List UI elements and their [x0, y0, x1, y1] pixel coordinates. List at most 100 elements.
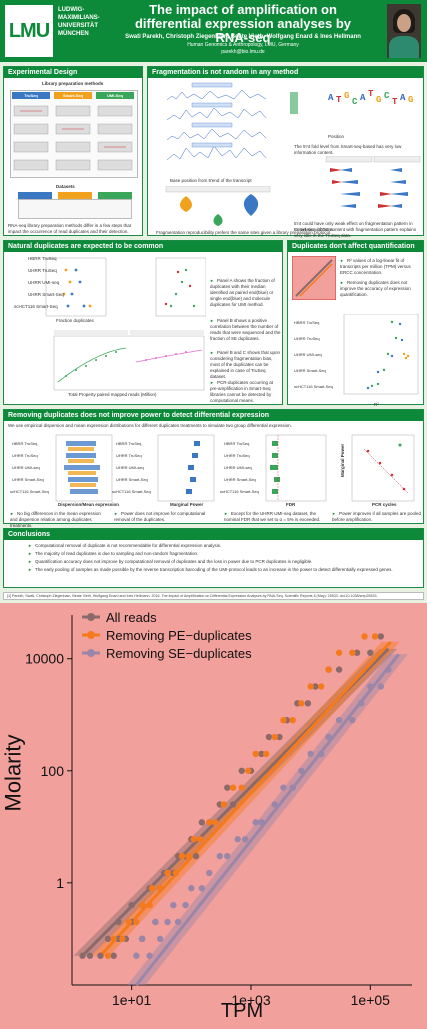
legend-label: Removing SE−duplicates: [106, 646, 252, 661]
tpm-molarity-chart: 1 100 10000 1e+01 1e+03 1e+05 TPM All reads Remo…: [0, 603, 427, 1029]
svg-text:UHRR Smart-Seq: UHRR Smart-Seq: [12, 477, 44, 482]
svg-text:UHRR TruSeq: UHRR TruSeq: [294, 336, 320, 341]
data-point: [211, 819, 219, 826]
y-tick-label: 10000: [25, 651, 64, 667]
reference-bar: [1] Parekh, Swati, Christoph Ziegenhain,…: [3, 592, 424, 600]
data-point: [224, 852, 231, 860]
data-point: [86, 952, 94, 959]
data-point: [133, 918, 140, 926]
data-point: [110, 952, 117, 959]
svg-text:UHRR UMI-seq: UHRR UMI-seq: [12, 465, 40, 470]
email-link[interactable]: parekh@bio.lmu.de: [221, 49, 265, 55]
svg-text:HBRR TruSeq: HBRR TruSeq: [116, 441, 141, 446]
poster-title: The impact of amplification on different…: [134, 2, 352, 45]
data-point: [198, 885, 206, 892]
data-point: [335, 716, 343, 724]
data-point: [280, 784, 287, 791]
affiliation-text: Human Genomics & Anthropology, LMU, Germ…: [187, 42, 299, 48]
svg-text:UHRR UMI-seq: UHRR UMI-seq: [116, 465, 144, 470]
data-point: [164, 918, 171, 926]
svg-text:T: T: [392, 97, 398, 107]
x-axis-label: TPM: [221, 1000, 263, 1022]
power-plots: HBRR TruSeq UHRR TruSeq UHRR UMI-seq UHRR S…: [10, 434, 415, 502]
removing-duplicates-panel: Removing duplicates does not improve pow…: [3, 409, 424, 528]
data-point: [238, 784, 245, 791]
data-point: [229, 801, 237, 808]
svg-text:scHCT116 Smart-Seq: scHCT116 Smart-Seq: [294, 384, 333, 389]
data-point: [125, 918, 133, 926]
natural-duplicates-panel: Natural duplicates are expected to be co…: [3, 240, 283, 405]
data-point: [349, 716, 356, 724]
svg-text:A: A: [360, 93, 366, 103]
axis-label: PCR cycles: [372, 502, 397, 507]
data-point: [198, 819, 206, 826]
section-caption: RNA-seq library preparation methods diff…: [8, 223, 131, 234]
chart-background: [0, 603, 427, 1029]
data-point: [325, 666, 332, 673]
data-point: [271, 733, 278, 741]
dataset-label: HBRR TruSeq: [28, 256, 57, 261]
data-point: [307, 750, 314, 758]
data-point: [128, 901, 135, 909]
svg-text:C: C: [384, 91, 390, 101]
fragmentation-note: 5'nt could have only weak effect on frag…: [294, 221, 413, 232]
section-title: Removing duplicates does not improve pow…: [4, 410, 423, 421]
x-tick-label: 1e+03: [231, 992, 271, 1008]
quantification-thumbnail: [292, 256, 336, 300]
axis-label: Total Property paired mapped reads (Mill…: [68, 392, 157, 397]
axis-label: Dispersion/Mean expression: [58, 502, 120, 507]
fragmentation-panel: Fragmentation is not random in any metho…: [147, 66, 424, 238]
x-tick-label: 1e+05: [351, 992, 391, 1008]
data-point: [317, 750, 325, 758]
legend-key-point: [87, 649, 95, 657]
data-point: [263, 750, 270, 758]
poster-header: LMU LUDWIG- MAXIMILIANS- UNIVERSITÄT MÜN…: [0, 0, 427, 62]
data-point: [104, 935, 112, 943]
data-point: [258, 819, 265, 826]
section-title: Natural duplicates are expected to be co…: [4, 241, 282, 252]
axis-label: Position: [328, 134, 345, 139]
poster-thumbnail: LMU LUDWIG- MAXIMILIANS- UNIVERSITÄT MÜN…: [0, 0, 427, 603]
bullet-point: R² values of a log-linear fit of transcr…: [340, 258, 422, 276]
svg-text:A: A: [328, 93, 334, 103]
data-point: [146, 901, 153, 909]
data-point: [148, 885, 156, 892]
datasets-table: [18, 199, 132, 219]
data-point: [304, 700, 312, 707]
conclusions-panel: Conclusions Computational removal of dup…: [3, 528, 424, 588]
fragmentation-note: Correlation of GC content with fragmenta…: [294, 227, 417, 238]
university-name: LUDWIG- MAXIMILIANS- UNIVERSITÄT MÜNCHEN: [58, 6, 118, 38]
data-point: [156, 885, 164, 892]
method-label: TruSeq: [12, 92, 50, 99]
poster-affiliation: Human Genomics & Anthropology, LMU, Germ…: [118, 42, 368, 56]
fit-line: [135, 653, 400, 986]
svg-text:scHCT116 Smart-Seq: scHCT116 Smart-Seq: [112, 489, 151, 494]
dataset-label: UHRR UMI-seq: [28, 280, 60, 285]
axis-label: Fraction duplicates: [56, 318, 94, 323]
section-title: Experimental Design: [4, 67, 142, 78]
bullet-point: No big differences in the mean expressio…: [10, 511, 108, 529]
dataset-header: [18, 192, 52, 199]
svg-text:T: T: [336, 95, 342, 105]
section-title: Conclusions: [4, 529, 423, 540]
data-point: [174, 918, 182, 926]
svg-text:scHCT116 Smart-Seq: scHCT116 Smart-Seq: [10, 489, 49, 494]
bullet-point: Computational removal of duplicate is no…: [28, 543, 418, 549]
svg-text:UHRR UMI-seq: UHRR UMI-seq: [224, 465, 252, 470]
data-point: [385, 666, 392, 673]
data-point: [289, 716, 296, 724]
data-point: [152, 918, 159, 926]
data-point: [192, 852, 200, 860]
data-point: [188, 885, 195, 892]
data-point: [133, 952, 140, 959]
fragmentation-note: Fragmentation reproducibility prefers th…: [156, 230, 332, 235]
axis-label: FDR: [286, 502, 296, 507]
svg-text:UHRR UMI-seq: UHRR UMI-seq: [294, 352, 322, 357]
data-point: [325, 733, 332, 741]
data-point: [377, 683, 385, 690]
y-axis-label: Molarity: [0, 734, 26, 812]
university-line: LUDWIG-: [58, 7, 85, 13]
svg-text:UHRR TruSeq: UHRR TruSeq: [12, 453, 38, 458]
data-point: [238, 767, 245, 774]
dataset-label: UHRR Smart-Seq: [28, 292, 64, 297]
